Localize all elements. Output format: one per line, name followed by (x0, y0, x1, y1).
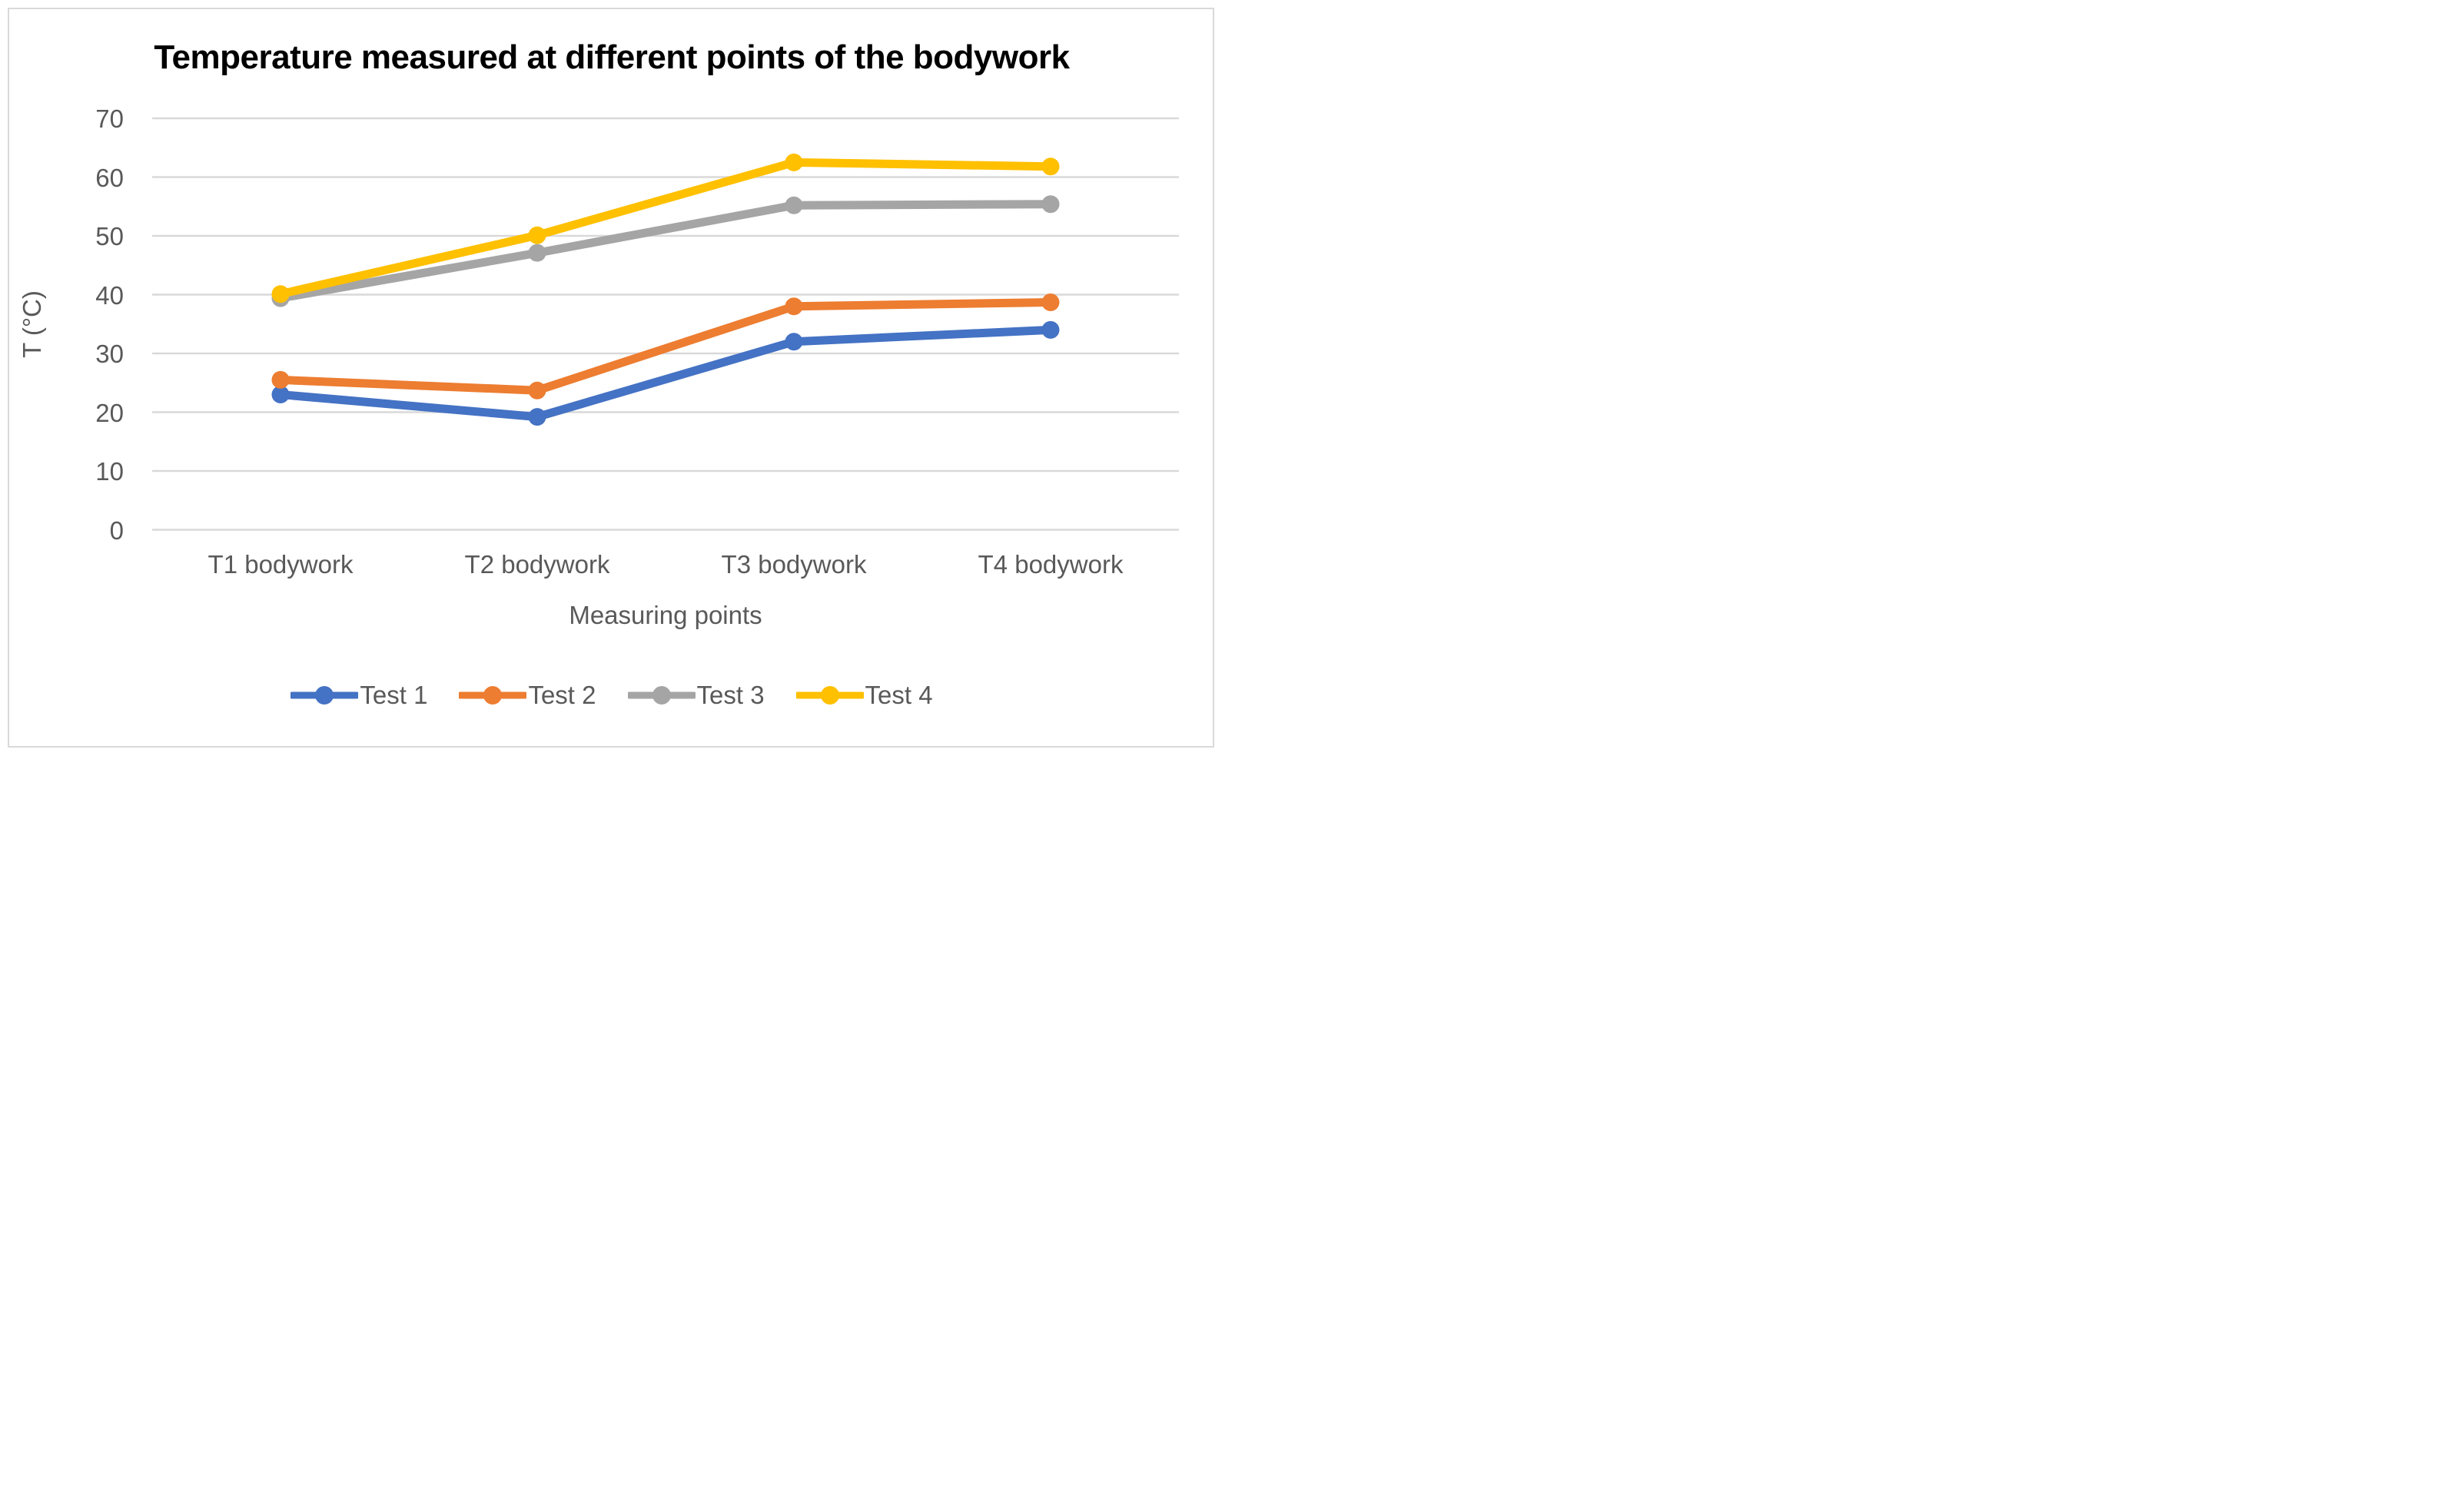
chart-canvas: Temperature measured at different points… (0, 0, 1224, 756)
x-axis-category-label-t4-bodywork: T4 bodywork (978, 550, 1124, 579)
series-group (271, 153, 1060, 426)
data-point-test-4-t3-bodywork (785, 153, 803, 171)
data-point-test-4-t4-bodywork (1041, 158, 1060, 176)
legend-label-test-2: Test 2 (528, 681, 596, 709)
y-axis-tick-label-0: 0 (109, 516, 124, 545)
series-line-test-4 (276, 158, 1055, 299)
data-point-test-3-t4-bodywork (1041, 195, 1060, 214)
legend-dot-test-1 (315, 685, 334, 705)
legend-marker-test-2-icon (459, 685, 527, 705)
legend-item-test-3: Test 3 (627, 681, 765, 709)
legend-item-test-4: Test 4 (795, 681, 933, 709)
chart-title: Temperature measured at different points… (154, 38, 1070, 76)
legend-label-test-4: Test 4 (865, 681, 933, 709)
series-line-test-2 (276, 297, 1055, 395)
gridlines-group (152, 117, 1179, 531)
legend-marker-test-4-icon (795, 685, 864, 705)
data-point-test-2-t4-bodywork (1041, 293, 1060, 311)
legend-dot-test-3 (652, 685, 671, 705)
data-point-test-1-t3-bodywork (785, 333, 803, 351)
series-line-test-3 (276, 200, 1055, 303)
data-point-test-3-t3-bodywork (785, 196, 803, 214)
data-point-test-1-t4-bodywork (1041, 320, 1060, 339)
data-point-test-4-t2-bodywork (528, 226, 546, 244)
data-point-test-3-t2-bodywork (528, 244, 546, 262)
data-point-test-2-t1-bodywork (271, 370, 290, 389)
y-axis-tick-label-50: 50 (95, 222, 124, 250)
data-point-test-1-t1-bodywork (271, 386, 290, 404)
y-axis-title: T (°C) (18, 290, 46, 358)
x-axis-category-label-t1-bodywork: T1 bodywork (208, 550, 354, 579)
y-axis-tick-label-40: 40 (95, 280, 124, 310)
data-point-test-4-t1-bodywork (271, 285, 290, 303)
data-point-test-2-t2-bodywork (528, 381, 546, 400)
y-axis-tick-label-30: 30 (95, 340, 124, 368)
x-axis-category-label-t3-bodywork: T3 bodywork (721, 550, 867, 579)
legend-marker-test-1-icon (291, 685, 359, 705)
data-point-test-2-t3-bodywork (785, 297, 803, 316)
data-point-test-1-t2-bodywork (528, 408, 546, 426)
x-axis-title: Measuring points (569, 601, 762, 629)
x-axis-category-label-t2-bodywork: T2 bodywork (464, 550, 610, 579)
legend-marker-test-3-icon (627, 685, 696, 705)
y-axis-tick-label-60: 60 (95, 163, 124, 192)
y-axis-tick-label-10: 10 (95, 457, 124, 486)
legend-dot-test-2 (483, 685, 503, 705)
legend-dot-test-4 (820, 685, 839, 705)
chart-legend: Test 1 Test 2 Test 3 Test 4 (0, 682, 1224, 708)
y-axis-tick-label-20: 20 (95, 398, 124, 427)
legend-label-test-1: Test 1 (360, 681, 428, 709)
y-axis-tick-label-70: 70 (95, 104, 124, 133)
legend-item-test-2: Test 2 (459, 682, 596, 708)
series-line-test-1 (276, 325, 1055, 422)
legend-item-test-1: Test 1 (291, 682, 427, 708)
chart-frame-border (8, 8, 1214, 748)
plot-area (152, 117, 1179, 531)
legend-label-test-3: Test 3 (696, 681, 765, 709)
